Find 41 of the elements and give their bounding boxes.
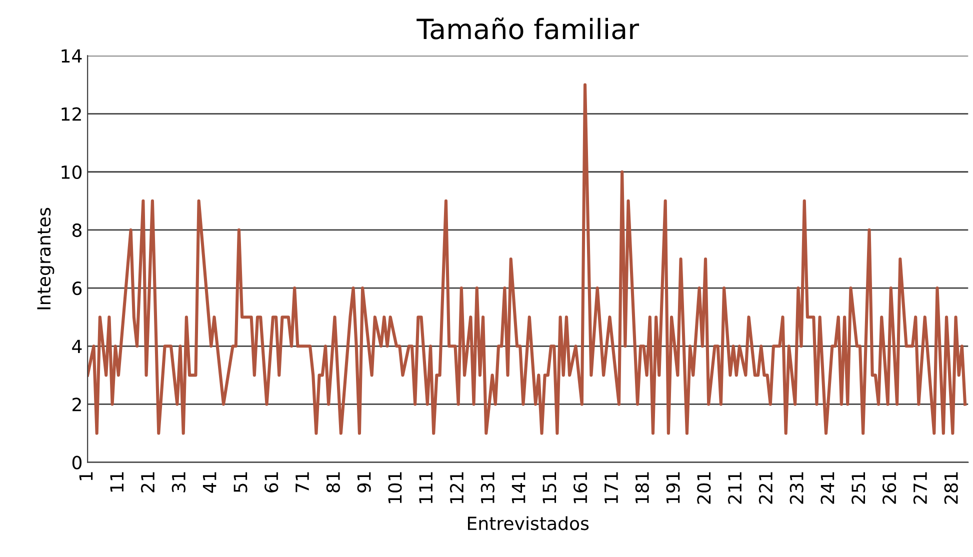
x-tick-label: 281 [944,472,958,504]
x-tick-label: 271 [913,472,927,504]
x-tick-label: 191 [666,472,680,504]
x-tick-label: 51 [234,472,248,492]
x-tick-label: 221 [758,472,772,504]
x-tick-label: 261 [882,472,896,504]
y-tick-label: 6 [72,282,82,296]
x-tick-label: 161 [574,472,588,504]
x-axis-title: Entrevistados [468,516,589,530]
y-tick-label: 4 [72,340,82,353]
x-tick-label: 41 [202,472,216,493]
x-tick-label: 31 [172,472,186,492]
y-tick-label: 0 [72,456,82,470]
x-tick-label: 71 [296,472,309,492]
x-tick-label: 21 [140,472,154,492]
x-tick-label: 181 [635,472,649,504]
x-tick-label: 131 [480,472,494,504]
x-tick-label: 61 [264,472,278,492]
x-tick-label: 81 [326,472,340,492]
x-tick-label: 151 [542,472,556,504]
x-tick-label: 11 [110,472,124,492]
x-tick-label: 211 [728,472,742,504]
x-tick-label: 91 [357,472,371,492]
x-tick-label: 251 [852,472,866,504]
x-tick-label: 241 [820,472,834,504]
y-tick-label: 12 [62,107,81,121]
y-tick-label: 14 [62,49,82,63]
y-axis-title: Integrantes [37,208,54,310]
y-tick-label: 10 [62,165,82,179]
x-tick-label: 231 [790,472,804,504]
y-tick-label: 2 [72,398,81,412]
x-tick-label: 201 [697,472,711,504]
x-tick-label: 121 [450,472,464,504]
x-tick-label: 101 [388,472,402,504]
x-tick-label: 171 [604,472,618,504]
x-tick-label: 1 [79,472,93,480]
y-tick-label: 8 [72,223,82,238]
line-series [88,83,967,435]
x-tick-label: 111 [419,472,432,504]
x-tick-label: 141 [512,472,526,504]
chart-title: Tamaño familiar [416,17,640,40]
